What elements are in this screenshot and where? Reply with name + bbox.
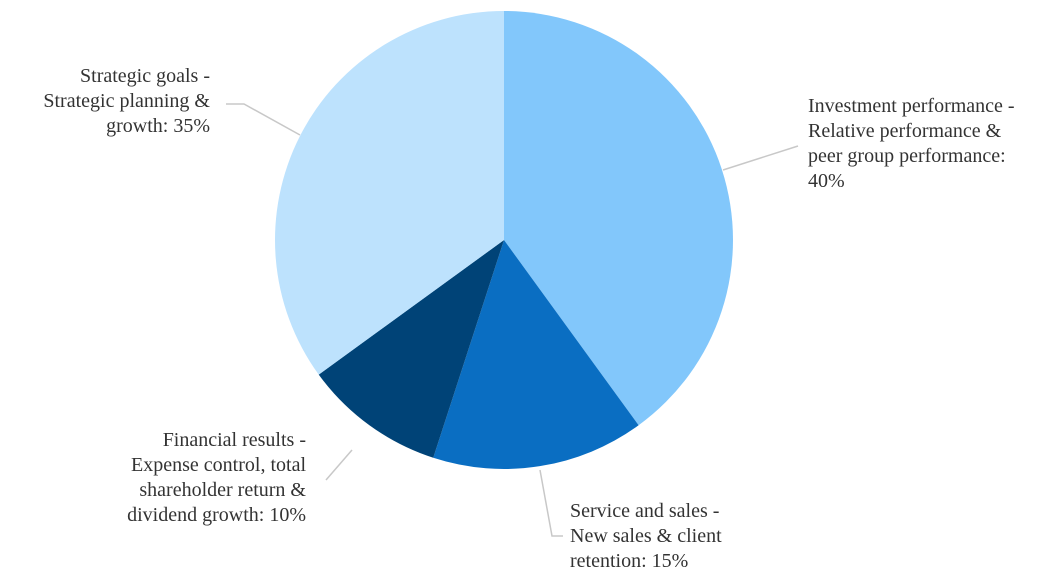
label-line: retention: 15%	[570, 550, 689, 572]
label-line: New sales & client	[570, 525, 722, 547]
label-line: shareholder return &	[139, 479, 306, 501]
label-line: dividend growth: 10%	[127, 504, 306, 526]
label-line: peer group performance:	[808, 145, 1006, 167]
pie-slice-financial-results	[318, 240, 504, 458]
label-line: Strategic planning &	[43, 90, 210, 112]
slice-label-investment-performance: Investment performance - Relative perfor…	[808, 94, 1015, 194]
label-line: 40%	[808, 170, 845, 192]
leader-line-investment-performance	[722, 145, 799, 171]
label-line: Strategic goals -	[80, 65, 210, 87]
label-line: Service and sales -	[570, 500, 720, 522]
leader-line-service-and-sales	[539, 469, 563, 537]
pie-slice-strategic-goals	[275, 11, 504, 375]
slice-label-financial-results: Financial results - Expense control, tot…	[127, 428, 306, 528]
leader-line-financial-results	[325, 449, 353, 481]
slice-label-strategic-goals: Strategic goals - Strategic planning & g…	[43, 64, 210, 139]
label-line: Financial results -	[162, 429, 306, 451]
slice-label-service-and-sales: Service and sales - New sales & client r…	[570, 499, 722, 574]
label-line: Expense control, total	[131, 454, 306, 476]
label-line: Relative performance &	[808, 120, 1002, 142]
leader-line-strategic-goals	[226, 103, 301, 136]
label-line: Investment performance -	[808, 95, 1015, 117]
pie-slice-investment-performance	[504, 11, 733, 426]
pie-slice-service-and-sales	[433, 240, 639, 469]
label-line: growth: 35%	[106, 115, 210, 137]
